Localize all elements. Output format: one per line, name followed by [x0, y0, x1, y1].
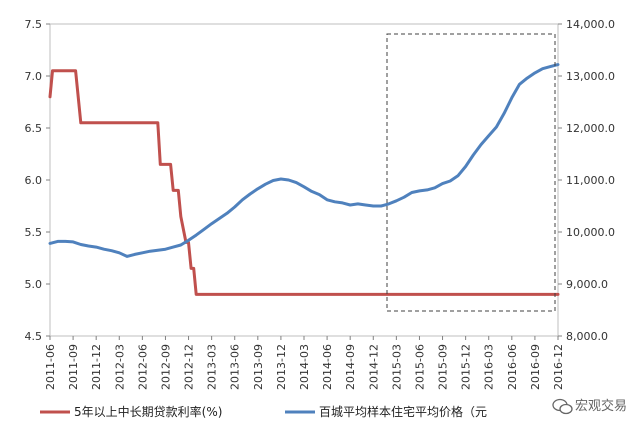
watermark: 宏观交易: [552, 398, 627, 415]
legend-label-price: 百城平均样本住宅平均价格（元: [319, 404, 487, 419]
x-tick-label: 2013-03: [206, 344, 219, 390]
left-tick-label: 6.5: [25, 122, 43, 135]
series-line-rate: [48, 69, 560, 296]
x-tick-label: 2016-03: [483, 344, 496, 390]
x-tick-label: 2013-06: [229, 344, 242, 390]
right-tick-label: 8,000.0: [566, 330, 608, 343]
x-axis: 2011-06 2011-09 2011-12 2012-03 2012-06 2012-…: [44, 336, 565, 390]
x-tick-label: 2016-12: [552, 344, 565, 390]
right-tick-label: 12,000.0: [566, 122, 615, 135]
x-tick-label: 2014-03: [298, 344, 311, 390]
x-tick-label: 2012-06: [136, 344, 149, 390]
series-line-price: [48, 63, 560, 258]
x-tick-label: 2012-09: [159, 344, 172, 390]
x-tick-label: 2011-12: [90, 344, 103, 390]
right-tick-label: 11,000.0: [566, 174, 615, 187]
legend: 5年以上中长期贷款利率(%) 百城平均样本住宅平均价格（元: [40, 404, 487, 419]
left-tick-label: 5.0: [25, 278, 43, 291]
right-tick-label: 9,000.0: [566, 278, 608, 291]
wechat-icon: [552, 398, 573, 415]
x-tick-label: 2015-03: [390, 344, 403, 390]
x-tick-label: 2013-09: [252, 344, 265, 390]
x-tick-label: 2011-09: [67, 344, 80, 390]
left-tick-label: 4.5: [25, 330, 43, 343]
x-tick-label: 2013-12: [275, 344, 288, 390]
x-tick-label: 2012-12: [183, 344, 196, 390]
left-tick-label: 5.5: [25, 226, 43, 239]
x-tick-label: 2012-03: [113, 344, 126, 390]
left-axis: 4.5 5.0 5.5 6.0 6.5 7.0 7.5: [25, 18, 50, 343]
x-tick-label: 2014-06: [321, 344, 334, 390]
left-tick-label: 7.5: [25, 18, 43, 31]
right-tick-label: 14,000.0: [566, 18, 615, 31]
watermark-text: 宏观交易: [575, 398, 627, 414]
x-tick-label: 2014-09: [344, 344, 357, 390]
x-tick-label: 2015-12: [460, 344, 473, 390]
series-layer: [48, 63, 560, 296]
x-tick-label: 2016-09: [529, 344, 542, 390]
right-tick-label: 10,000.0: [566, 226, 615, 239]
highlight-box: [386, 33, 556, 312]
legend-label-rate: 5年以上中长期贷款利率(%): [74, 404, 222, 419]
x-tick-label: 2015-06: [413, 344, 426, 390]
x-tick-label: 2016-06: [506, 344, 519, 390]
left-tick-label: 6.0: [25, 174, 43, 187]
right-axis: 8,000.0 9,000.0 10,000.0 11,000.0 12,000.0 13…: [558, 18, 615, 343]
left-tick-label: 7.0: [25, 70, 43, 83]
right-tick-label: 13,000.0: [566, 70, 615, 83]
annotation-layer: [386, 33, 556, 312]
x-tick-label: 2014-12: [367, 344, 380, 390]
x-tick-label: 2015-09: [437, 344, 450, 390]
x-tick-label: 2011-06: [44, 344, 57, 390]
